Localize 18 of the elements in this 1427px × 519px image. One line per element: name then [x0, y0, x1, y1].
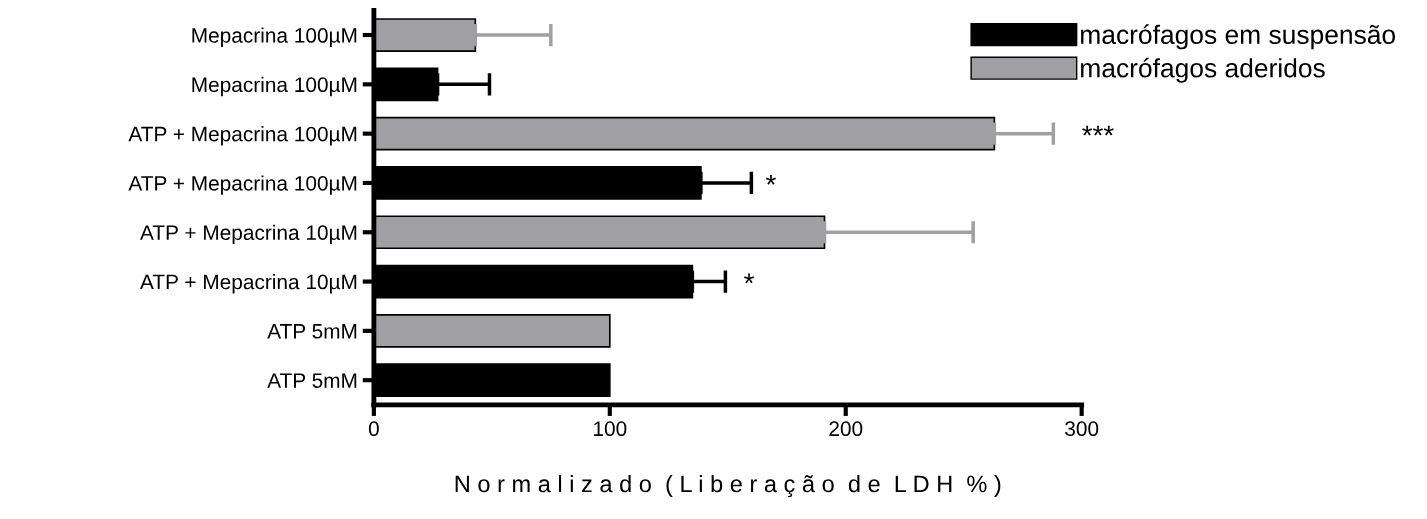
- y-tick-label: ATP + Mepacrina 100µM: [128, 126, 357, 146]
- x-tick-label: 0: [368, 421, 379, 437]
- annotation: *: [765, 174, 776, 185]
- legend-label: macrófagos aderidos: [1081, 57, 1325, 83]
- x-tick-label: 300: [1065, 421, 1099, 437]
- y-tick-label: ATP + Mepacrina 10µM: [140, 274, 357, 294]
- y-tick-label: ATP 5mM: [267, 324, 357, 339]
- text: ***: [1082, 125, 1114, 136]
- x-axis-title: N o r m a l i z a d o ( L i b e r a ç ã o d e L D H % ): [455, 474, 1001, 498]
- y-tick-label: Mepacrina 100µM: [192, 76, 357, 97]
- y-tick-label: ATP + Mepacrina 100µM: [128, 175, 357, 195]
- y-tick-label: ATP 5mM: [267, 373, 357, 388]
- x-tick-label: 200: [829, 421, 863, 437]
- x-tick-label: 100: [594, 421, 627, 437]
- y-tick-label: ATP + Mepacrina 10µM: [140, 224, 357, 245]
- y-tick-label: Mepacrina 100µM: [192, 27, 357, 47]
- legend-label: macrófagos em suspensão: [1081, 24, 1396, 50]
- annotation: *: [744, 273, 754, 284]
